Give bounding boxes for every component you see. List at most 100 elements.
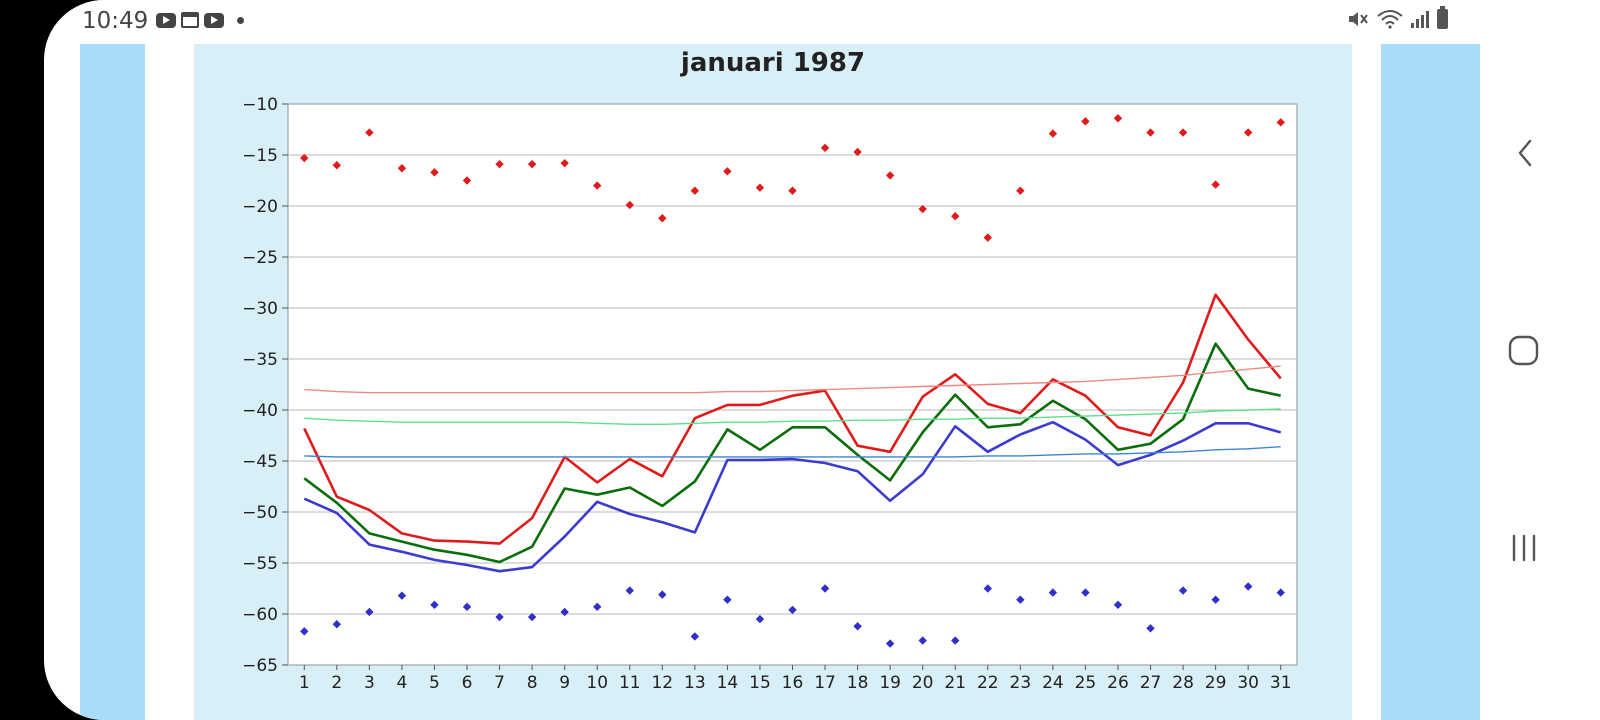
signal-icon [1411, 10, 1429, 28]
recent-apps-icon [1512, 534, 1536, 562]
data-point-8 [918, 636, 927, 645]
chevron-left-icon [1518, 139, 1532, 167]
data-point-8 [690, 632, 700, 641]
y-tick-label: −10 [242, 95, 278, 115]
data-point-7 [788, 186, 797, 195]
data-point-8 [1113, 600, 1123, 610]
data-point-8 [1016, 595, 1025, 604]
x-tick-label: 3 [364, 673, 375, 693]
data-point-7 [1211, 180, 1220, 189]
x-tick-label: 26 [1107, 673, 1129, 693]
data-point-8 [300, 627, 309, 636]
data-point-8 [983, 584, 992, 593]
chart-panel: januari 1987 −10 −15 −20 −25 −30 −35 −40 −45 −50… [194, 44, 1352, 720]
y-tick-label: −65 [242, 656, 278, 676]
x-tick-label: 16 [782, 673, 804, 693]
series-line-1 [303, 293, 1282, 545]
x-tick-label: 22 [977, 673, 999, 693]
data-point-7 [332, 161, 342, 170]
wifi-icon [1377, 10, 1403, 29]
data-point-7 [397, 164, 407, 173]
data-point-7 [462, 176, 472, 185]
data-point-8 [462, 602, 472, 612]
data-point-7 [1081, 117, 1090, 126]
x-tick-label: 4 [397, 673, 408, 693]
data-point-7 [1146, 128, 1155, 137]
x-tick-label: 9 [559, 673, 570, 693]
more-notifications-icon [237, 16, 244, 24]
x-tick-label: 20 [912, 673, 934, 693]
data-point-8 [853, 622, 862, 631]
x-tick-label: 28 [1172, 673, 1194, 693]
data-point-7 [951, 212, 960, 221]
mute-icon [1349, 12, 1368, 26]
x-tick-label: 23 [1010, 673, 1032, 693]
y-tick-label: −30 [242, 299, 278, 319]
youtube-icon [156, 12, 176, 28]
x-tick-label: 7 [494, 673, 505, 693]
data-point-7 [853, 147, 862, 157]
x-tick-label: 27 [1140, 673, 1162, 693]
data-point-8 [332, 620, 342, 629]
x-tick-label: 2 [331, 673, 342, 693]
data-point-7 [885, 171, 895, 180]
y-tick-label: −40 [242, 401, 278, 421]
data-point-7 [625, 200, 634, 210]
data-point-8 [951, 636, 960, 645]
data-point-8 [1276, 588, 1285, 597]
data-point-7 [1178, 128, 1188, 137]
data-point-7 [723, 167, 732, 176]
y-tick-label: −55 [242, 554, 278, 574]
data-point-7 [918, 204, 927, 214]
y-tick-label: −25 [242, 248, 278, 268]
data-point-8 [885, 639, 895, 648]
data-point-8 [1048, 588, 1058, 597]
recent-apps-button[interactable] [1480, 508, 1600, 588]
page-margin-right [1381, 44, 1480, 720]
data-point-7 [300, 153, 309, 163]
x-tick-label: 11 [619, 673, 641, 693]
data-point-7 [495, 159, 504, 169]
series-line-3 [303, 420, 1282, 573]
data-point-8 [723, 595, 732, 604]
status-bar: 10:49 [44, 0, 1480, 44]
data-point-8 [755, 614, 765, 624]
data-point-8 [1211, 595, 1220, 604]
home-button[interactable] [1480, 310, 1600, 390]
home-icon [1508, 335, 1539, 366]
y-tick-label: −15 [242, 146, 278, 166]
data-point-8 [430, 600, 439, 610]
data-point-8 [1178, 586, 1188, 595]
data-point-7 [983, 233, 992, 242]
data-point-8 [1146, 624, 1155, 633]
x-tick-label: 29 [1205, 673, 1227, 693]
battery-icon [1437, 6, 1448, 29]
phone-screen: 10:49 januari 1987 [44, 0, 1480, 720]
x-tick-label: 12 [651, 673, 673, 693]
data-point-8 [625, 586, 634, 595]
data-point-8 [1243, 582, 1253, 591]
navigation-bar [1480, 0, 1600, 720]
y-tick-label: −35 [242, 350, 278, 370]
data-point-7 [527, 159, 537, 169]
x-tick-label: 8 [527, 673, 538, 693]
x-tick-label: 6 [462, 673, 473, 693]
x-tick-label: 13 [684, 673, 706, 693]
y-tick-label: −60 [242, 605, 278, 625]
series-line-4 [304, 365, 1281, 394]
data-point-7 [1016, 186, 1025, 195]
data-point-7 [755, 183, 765, 192]
data-point-7 [1243, 128, 1253, 137]
y-tick-label: −45 [242, 452, 278, 472]
system-icons [1347, 6, 1448, 29]
x-tick-label: 17 [814, 673, 836, 693]
x-tick-label: 10 [586, 673, 608, 693]
data-point-8 [1081, 588, 1090, 597]
data-point-8 [788, 605, 797, 615]
data-point-8 [397, 591, 407, 600]
back-button[interactable] [1480, 113, 1600, 193]
x-tick-label: 24 [1042, 673, 1064, 693]
youtube-icon [204, 12, 224, 28]
series-line-2 [303, 342, 1281, 564]
series-line-5 [304, 408, 1281, 425]
